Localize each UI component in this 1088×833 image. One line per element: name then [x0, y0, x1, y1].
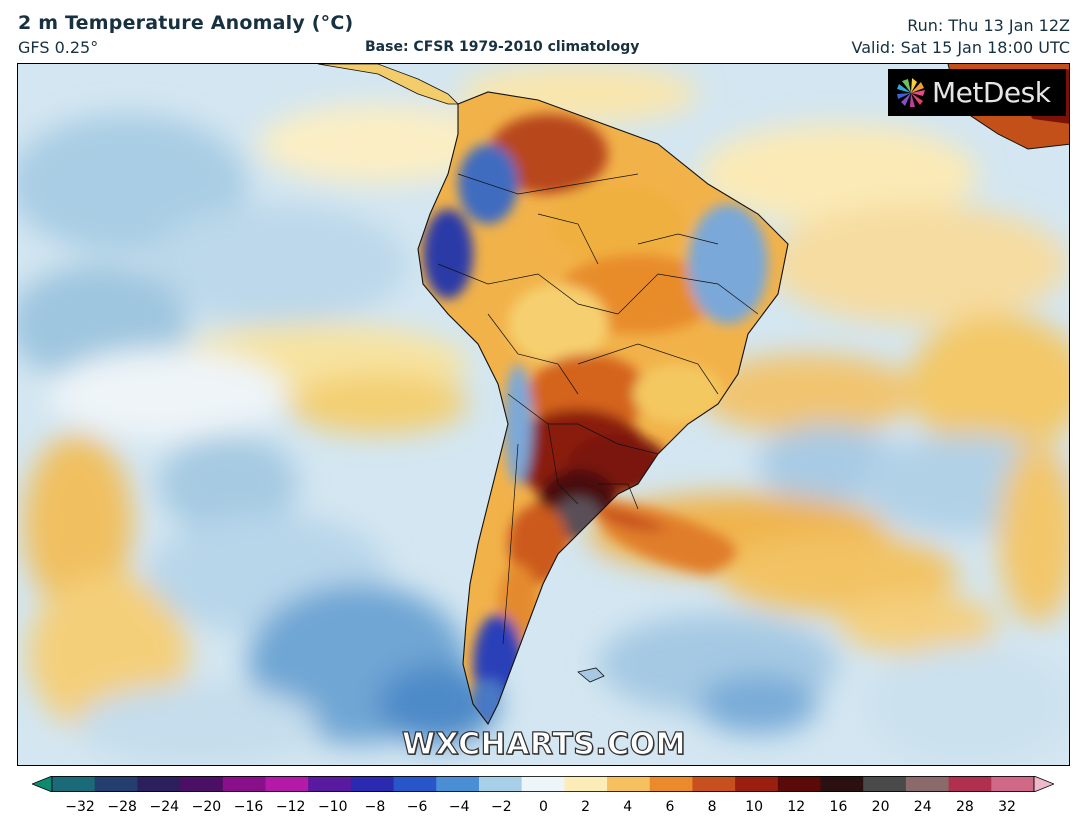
colorbar-tick-label: 28 [955, 799, 974, 815]
colorbar-tick-label: −4 [448, 799, 470, 815]
model-label: GFS 0.25° [18, 38, 99, 57]
colorbar-segment [350, 776, 395, 792]
warm-plume-atlantic [578, 494, 736, 574]
colorbar-segment [991, 776, 1035, 792]
anomaly-map[interactable] [17, 63, 1070, 766]
chart-title: 2 m Temperature Anomaly (°C) [18, 12, 354, 34]
colorbar-tick-label: 20 [871, 799, 890, 815]
colorbar-tick-labels: −32 −28 −24 −20 −16 −12 −10 −8 −6 −4 −2 0 2 4 6 8 10 12 16… [0, 793, 1088, 833]
colorbar-segment [692, 776, 736, 792]
map-canvas [18, 64, 1069, 765]
colorbar-tick-label: −24 [149, 799, 180, 815]
central-america [317, 64, 459, 105]
ocean-anomaly-field [18, 64, 1069, 764]
colorbar-tick-label: 16 [829, 799, 848, 815]
colorbar-segment [222, 776, 266, 792]
colorbar-tick-label: 6 [665, 799, 675, 815]
colorbar-segment [94, 776, 138, 792]
coastline [417, 91, 789, 726]
colorbar-segment [564, 776, 608, 792]
valid-time-label: Valid: Sat 15 Jan 18:00 UTC [851, 38, 1070, 57]
run-time-label: Run: Thu 13 Jan 12Z [907, 16, 1070, 35]
colorbar-extend-low [32, 776, 53, 792]
colorbar-tick-label: −6 [406, 799, 428, 815]
colorbar-segment [521, 776, 565, 792]
colorbar-segment [308, 776, 352, 792]
colorbar-tick-label: −2 [491, 799, 512, 815]
colorbar-segment [137, 776, 181, 792]
colorbar-segment [905, 776, 950, 792]
colorbar-segment [265, 776, 309, 792]
colorbar-tick-label: −8 [364, 799, 386, 815]
colorbar-tick-label: −32 [65, 799, 95, 815]
colorbar-segment [393, 776, 437, 792]
colorbar-tick-label: −20 [191, 799, 222, 815]
climatology-base-label: Base: CFSR 1979-2010 climatology [365, 39, 640, 55]
colorbar-segment [948, 776, 992, 792]
colorbar-tick-label: −12 [275, 799, 306, 815]
colorbar-tick-label: 2 [581, 799, 591, 815]
colorbar-tick-label: 12 [787, 799, 806, 815]
colorbar-segment [478, 776, 523, 792]
colorbar-tick-label: 4 [623, 799, 633, 815]
colorbar-tick-label: −16 [233, 799, 264, 815]
colorbar-tick-label: 8 [707, 799, 717, 815]
colorbar-segment [735, 776, 779, 792]
colorbar-segment [607, 776, 651, 792]
colorbar-segment [436, 776, 480, 792]
logo-text: MetDesk [932, 76, 1051, 109]
colorbar-tick-label: 24 [913, 799, 932, 815]
falkland-islands [577, 667, 605, 683]
colorbar-segment [180, 776, 224, 792]
colorbar [32, 776, 1054, 792]
colorbar-segment [777, 776, 822, 792]
colorbar-segment [52, 776, 96, 792]
colorbar-extend-high [1033, 776, 1054, 792]
colorbar-segment [820, 776, 864, 792]
metdesk-logo: MetDesk [888, 69, 1066, 116]
pinwheel-icon [894, 76, 928, 110]
colorbar-tick-label: −28 [107, 799, 137, 815]
colorbar-segment [649, 776, 693, 792]
colorbar-tick-label: 0 [539, 799, 548, 815]
colorbar-tick-label: 32 [998, 799, 1016, 815]
colorbar-segment [863, 776, 907, 792]
colorbar-outline [51, 776, 1035, 792]
colorbar-tick-label: 10 [745, 799, 764, 815]
country-borders [437, 173, 759, 645]
colorbar-tick-label: −10 [318, 799, 348, 815]
